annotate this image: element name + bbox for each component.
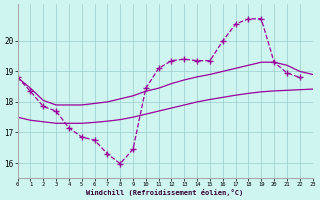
X-axis label: Windchill (Refroidissement éolien,°C): Windchill (Refroidissement éolien,°C) xyxy=(86,189,244,196)
